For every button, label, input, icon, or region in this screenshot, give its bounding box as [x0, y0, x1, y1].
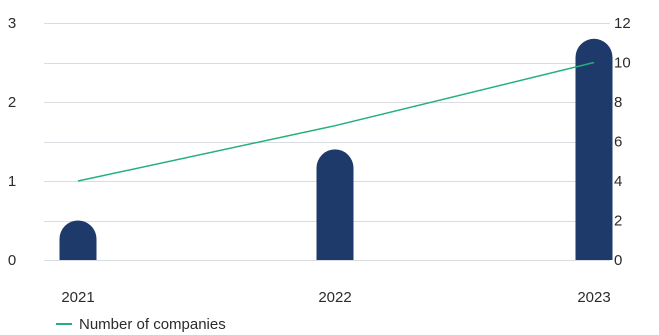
line-series — [77, 61, 595, 182]
right-axis-tick-label: 6 — [614, 134, 622, 151]
left-axis-tick-label: 2 — [8, 94, 16, 111]
legend-label: Number of companies — [79, 315, 226, 333]
left-axis-tick-label: 1 — [8, 173, 16, 190]
x-axis-tick-label: 2021 — [61, 289, 94, 306]
right-axis-tick-label: 0 — [614, 252, 622, 269]
bar-2022 — [316, 149, 354, 260]
line-number-of-companies — [77, 61, 595, 182]
x-axis-tick-label: 2022 — [318, 289, 351, 306]
bars — [59, 38, 613, 260]
x-axis-tick-label: 2023 — [577, 289, 610, 306]
legend: Number of companies — [56, 314, 226, 334]
left-axis-tick-label: 3 — [8, 15, 16, 32]
right-axis-tick-label: 2 — [614, 213, 622, 230]
right-axis-tick-label: 12 — [614, 15, 631, 32]
bar-2023 — [575, 38, 613, 260]
right-axis-tick-label: 8 — [614, 94, 622, 111]
right-axis-tick-label: 10 — [614, 55, 631, 72]
bar-2021 — [59, 220, 97, 260]
left-axis-tick-label: 0 — [8, 252, 16, 269]
legend-line-swatch — [56, 323, 72, 325]
right-axis-tick-label: 4 — [614, 173, 622, 190]
